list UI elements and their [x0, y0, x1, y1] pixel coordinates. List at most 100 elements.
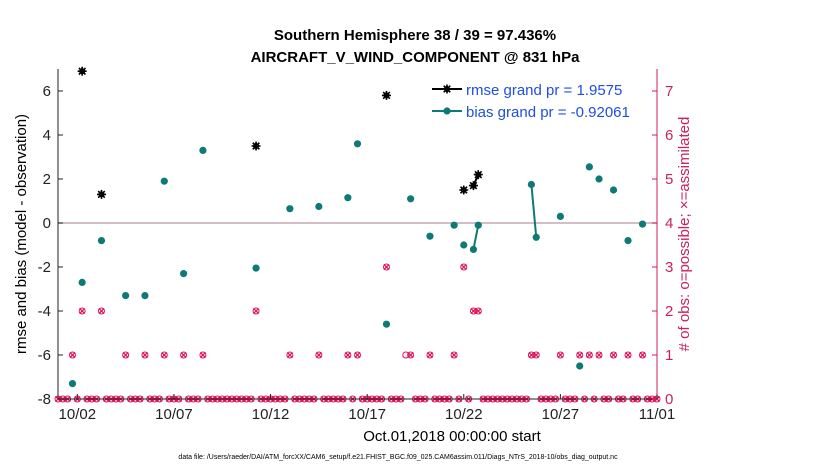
obs-assimilated-marker	[141, 351, 148, 359]
obs-assimilated-marker	[180, 351, 187, 359]
obs-possible-marker	[460, 263, 468, 271]
obs-possible-marker	[354, 351, 361, 359]
obs-possible-marker	[595, 351, 603, 359]
obs-possible-marker	[624, 351, 632, 359]
legend-bias-marker	[443, 107, 451, 115]
bias-point	[141, 292, 149, 300]
obs-assimilated-marker	[315, 351, 322, 359]
y-tick-label: -2	[38, 259, 51, 276]
bias-point	[576, 362, 584, 370]
y-tick-label: 0	[43, 215, 51, 232]
x-tick-label: 10/22	[445, 406, 483, 423]
rmse-point	[251, 141, 261, 151]
rmse-point-rays	[381, 90, 391, 100]
y-tick-label: -6	[38, 347, 51, 364]
obs-possible-marker	[585, 351, 593, 359]
legend-rmse: rmse grand pr = 1.9575	[466, 82, 622, 99]
bias-point	[532, 233, 540, 241]
rmse-point-rays	[77, 66, 87, 76]
bias-point	[78, 278, 86, 286]
bias-point	[609, 186, 618, 194]
bias-point	[450, 221, 458, 229]
y-tick-label: 2	[43, 171, 51, 188]
bias-point	[122, 292, 130, 300]
obs-possible-marker	[315, 351, 323, 359]
rmse-point	[77, 66, 87, 76]
obs-possible-marker	[402, 351, 410, 359]
rmse-point	[468, 181, 478, 191]
rmse-point	[459, 185, 469, 195]
obs-assimilated-marker	[253, 307, 260, 315]
bias-point	[460, 241, 468, 249]
y2-tick-label: 7	[665, 83, 673, 100]
obs-assimilated-marker	[383, 263, 390, 271]
y-tick-label: -4	[38, 303, 51, 320]
obs-possible-marker	[78, 307, 86, 315]
bias-point	[624, 237, 632, 245]
obs-assimilated-marker	[639, 351, 646, 359]
rmse-point	[473, 170, 483, 180]
obs-possible-marker	[426, 351, 434, 359]
obs-assimilated-marker	[451, 351, 458, 359]
obs-possible-marker	[576, 351, 584, 359]
obs-assimilated-marker	[470, 307, 477, 315]
x-axis-label: Oct.01,2018 00:00:00 start	[363, 428, 541, 445]
obs-assimilated-marker	[596, 351, 603, 359]
rmse-point	[96, 189, 106, 199]
y2-tick-label: 6	[665, 127, 673, 144]
obs-possible-marker	[450, 351, 458, 359]
y2-tick-label: 4	[665, 215, 673, 232]
bias-point	[556, 212, 564, 220]
rmse-point-rays	[473, 170, 483, 180]
obs-assimilated-marker	[79, 307, 86, 315]
obs-possible-marker	[141, 351, 149, 359]
bias-point	[527, 180, 536, 189]
obs-possible-marker	[532, 351, 540, 359]
bias-point	[344, 194, 352, 202]
obs-possible-marker	[382, 263, 390, 271]
bias-point	[315, 202, 323, 211]
y2-tick-label: 5	[665, 171, 673, 188]
obs-assimilated-marker	[122, 351, 129, 359]
chart-subtitle: AIRCRAFT_V_WIND_COMPONENT @ 831 hPa	[251, 49, 581, 66]
obs-possible-marker	[122, 351, 130, 359]
rmse-point-rays	[468, 181, 478, 191]
x-tick-label: 10/27	[542, 406, 580, 423]
x-tick-label: 10/17	[348, 406, 386, 423]
legend-rmse-marker-rays	[442, 84, 452, 94]
legend: rmse grand pr = 1.9575 bias grand pr = -…	[428, 78, 642, 124]
bias-point	[199, 146, 207, 154]
obs-assimilated-marker	[576, 351, 583, 359]
y-tick-label: 4	[43, 127, 51, 144]
bias-point	[179, 270, 188, 278]
obs-assimilated-marker	[69, 351, 76, 359]
obs-possible-marker	[180, 351, 188, 359]
x-tick-label: 10/07	[155, 406, 193, 423]
axes: 10/02 10/07 10/12 10/17 10/22 10/27 11/01 -8 -6 -…	[38, 69, 675, 423]
obs-assimilated-marker	[407, 351, 414, 359]
obs-assimilated-marker	[426, 351, 433, 359]
obs-possible-marker	[639, 351, 647, 359]
legend-bias: bias grand pr = -0.92061	[466, 104, 630, 121]
obs-assimilated-marker	[557, 351, 564, 359]
bias-point	[97, 237, 106, 245]
y-tick-label: -8	[38, 391, 51, 408]
y-axis-label: rmse and bias (model - observation)	[13, 114, 30, 354]
obs-possible-marker	[527, 351, 535, 359]
bias-point	[407, 195, 415, 203]
obs-possible-marker	[469, 307, 477, 315]
y2-tick-label: 1	[665, 347, 673, 364]
bias-point	[585, 163, 593, 171]
y-tick-label: 6	[43, 83, 51, 100]
x-tick-label: 10/02	[59, 406, 97, 423]
x-tick-label: 10/12	[252, 406, 290, 423]
obs-possible-marker	[407, 351, 415, 359]
bias-point	[382, 320, 391, 328]
obs-possible-marker	[199, 351, 207, 359]
obs-assimilated-marker	[586, 351, 593, 359]
obs-assimilated-marker	[528, 351, 535, 359]
data-file-footnote: data file: /Users/raeder/DAI/ATM_forcXX/…	[178, 454, 618, 461]
bias-point	[638, 220, 647, 228]
obs-possible-marker	[610, 351, 618, 359]
obs-assimilated-marker	[344, 351, 351, 359]
